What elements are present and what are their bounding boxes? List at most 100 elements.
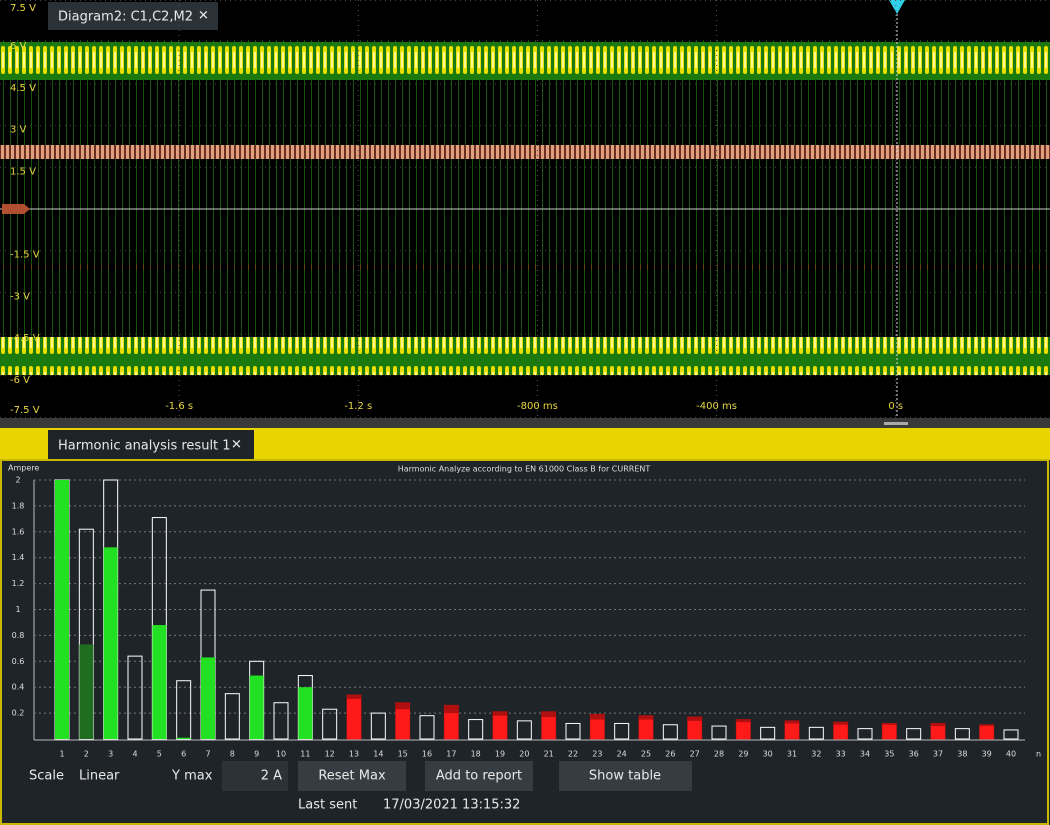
max-bar <box>614 722 630 740</box>
current-bar <box>541 716 556 739</box>
max-bar <box>760 726 776 740</box>
y-tick-label: -6 V <box>10 375 30 386</box>
x-tick-label: 3 <box>108 750 113 759</box>
x-tick-label: -1.2 s <box>344 401 372 412</box>
current-bar <box>103 547 118 739</box>
y-tick-label: 2 <box>15 476 20 485</box>
y-tick-label: 6 V <box>10 41 27 52</box>
y-axis-label: Ampere <box>8 464 39 473</box>
max-bar <box>565 722 581 740</box>
current-bar <box>55 480 69 739</box>
x-tick-label: 32 <box>811 750 821 759</box>
x-tick-label: 31 <box>787 750 797 759</box>
scale-select[interactable]: Linear <box>79 769 120 784</box>
x-tick-label: 7 <box>205 750 210 759</box>
current-bar <box>590 719 605 739</box>
waveform-band <box>0 42 1050 80</box>
splitter-handle[interactable] <box>884 422 908 425</box>
current-bar <box>298 687 313 739</box>
button[interactable] <box>425 761 533 791</box>
current-bar <box>152 625 167 739</box>
current-bar <box>785 723 799 739</box>
current-bar <box>201 657 215 739</box>
button-label: Add to report <box>436 769 522 784</box>
x-tick-label: 22 <box>568 750 578 759</box>
ymax-input[interactable] <box>222 761 288 791</box>
x-tick-label: 18 <box>471 750 481 759</box>
max-bar <box>419 715 435 740</box>
current-bar <box>639 719 653 739</box>
button-label: Reset Max <box>318 769 386 784</box>
x-tick-label: 39 <box>982 750 992 759</box>
max-bar <box>224 693 240 740</box>
x-tick-label: 36 <box>909 750 919 759</box>
x-tick-label: 21 <box>544 750 554 759</box>
y-tick-label: 0.8 <box>12 631 25 640</box>
current-bar <box>931 726 945 739</box>
tab-title: Diagram2: C1,C2,M2 <box>58 10 193 25</box>
max-bar <box>273 702 289 740</box>
y-tick-label: -4.5 V <box>10 333 40 344</box>
y-tick-label: 1.8 <box>12 501 25 510</box>
x-tick-label: 5 <box>157 750 162 759</box>
current-bar <box>736 722 751 739</box>
diagram-tab[interactable]: Diagram2: C1,C2,M2 ✕ <box>48 2 218 30</box>
y-tick-label: 1.6 <box>12 527 25 536</box>
max-bar <box>662 724 678 740</box>
current-bar <box>687 720 702 739</box>
x-tick-label: 12 <box>325 750 335 759</box>
x-tick-label: 8 <box>230 750 235 759</box>
x-axis-label: n <box>1036 750 1041 759</box>
x-tick-label: 26 <box>665 750 675 759</box>
x-tick-label: 23 <box>592 750 602 759</box>
max-bar <box>468 719 484 740</box>
y-tick-label: 0.6 <box>12 657 25 666</box>
x-tick-label: 30 <box>763 750 773 759</box>
y-tick-label: 1.5 V <box>10 166 36 177</box>
x-tick-label: 37 <box>933 750 943 759</box>
x-tick-label: 10 <box>276 750 286 759</box>
splitter[interactable] <box>0 418 1050 428</box>
harmonic-tab[interactable]: Harmonic analysis result 1 ✕ <box>48 430 254 460</box>
waveform-band <box>0 145 1050 159</box>
x-tick-label: 13 <box>349 750 359 759</box>
x-tick-label: 25 <box>641 750 651 759</box>
current-bar <box>347 698 361 739</box>
x-tick-label: 0 s <box>888 401 903 412</box>
x-tick-label: 14 <box>373 750 383 759</box>
current-bar <box>882 724 897 739</box>
y-tick-label: 1.2 <box>12 579 25 588</box>
waveform-trace <box>0 40 1050 376</box>
button[interactable] <box>298 761 406 791</box>
current-bar <box>176 737 191 739</box>
tab-close[interactable]: ✕ <box>198 9 209 24</box>
x-tick-label: 4 <box>132 750 137 759</box>
current-bar <box>493 715 507 739</box>
waveform-band <box>0 337 1050 375</box>
controls: Scale Linear Y max 2 A Reset Max Add to … <box>29 761 692 813</box>
button[interactable] <box>559 761 692 791</box>
x-tick-label: 28 <box>714 750 724 759</box>
trigger-marker[interactable] <box>889 0 905 14</box>
max-bar <box>516 720 532 740</box>
channel-marker[interactable] <box>2 204 30 214</box>
x-tick-label: 16 <box>422 750 432 759</box>
x-tick-label: 19 <box>495 750 505 759</box>
x-tick-label: 2 <box>84 750 89 759</box>
button-label: Show table <box>589 769 661 784</box>
tab-close[interactable]: ✕ <box>231 438 242 453</box>
x-tick-label: 40 <box>1006 750 1016 759</box>
y-tick-label: 0.4 <box>12 683 25 692</box>
panel-border <box>0 459 1049 825</box>
x-tick-label: 35 <box>884 750 894 759</box>
x-tick-label: 20 <box>519 750 529 759</box>
max-bar <box>954 728 970 740</box>
current-bar <box>395 709 410 739</box>
max-bar <box>808 726 824 740</box>
x-tick-label: 11 <box>300 750 310 759</box>
label: Last sent <box>298 798 357 813</box>
x-tick-label: 17 <box>446 750 456 759</box>
y-tick-label: 7.5 V <box>10 3 36 14</box>
